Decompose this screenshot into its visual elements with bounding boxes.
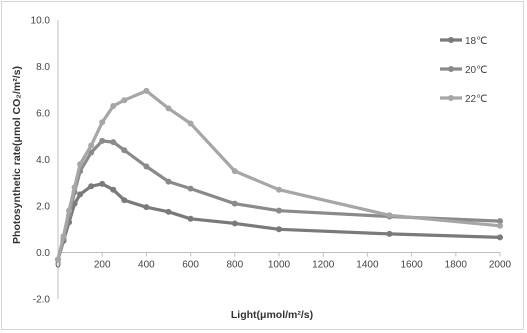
legend-label: 22℃ [465, 94, 487, 105]
x-tick-labels: 0 200 400 600 800 1000 1200 1400 1600 1800 2000 [55, 252, 512, 271]
data-point [121, 197, 128, 204]
series-1 [55, 180, 503, 263]
data-point [165, 178, 172, 185]
data-point [110, 186, 117, 193]
y-axis-title: Photosynthetic rate(μmol CO₂/m²/s) [11, 66, 23, 244]
x-tick-label: 400 [138, 260, 155, 271]
series-3 [55, 87, 503, 263]
data-point [276, 207, 282, 214]
y-tick-label: 6.0 [36, 109, 50, 120]
data-point [497, 218, 503, 225]
x-tick-label: 800 [226, 260, 243, 271]
data-point [66, 207, 73, 214]
data-point [165, 105, 172, 112]
data-point [497, 234, 503, 241]
y-tick-label: 8.0 [36, 62, 50, 73]
data-point [88, 183, 95, 190]
y-tick-label: 0.0 [36, 248, 50, 259]
data-point [143, 204, 150, 211]
x-tick-label: 1600 [400, 260, 423, 271]
data-point [55, 256, 61, 263]
x-tick-label: 1800 [445, 260, 468, 271]
legend-label: 20℃ [465, 65, 487, 76]
axes [57, 20, 500, 299]
x-tick-label: 600 [182, 260, 199, 271]
data-point [99, 137, 106, 144]
x-tick-label: 1000 [268, 260, 291, 271]
y-tick-label: 2.0 [36, 202, 50, 213]
data-point [110, 103, 117, 110]
data-point [276, 186, 282, 193]
legend-item: 18℃ [440, 36, 487, 47]
y-tick-label: 4.0 [36, 155, 50, 166]
x-tick-label: 200 [94, 260, 111, 271]
data-point [121, 97, 128, 104]
data-point [231, 168, 238, 175]
legend-swatch-marker [448, 66, 454, 72]
x-tick-label: 1400 [356, 260, 379, 271]
data-point [143, 87, 150, 94]
data-point [121, 147, 128, 154]
data-point [110, 139, 117, 146]
data-point [386, 230, 393, 237]
y-tick-labels: -2.0 0.0 2.0 4.0 6.0 8.0 10.0 [31, 16, 51, 306]
data-point [231, 220, 238, 227]
data-point [77, 161, 84, 168]
data-point [165, 208, 172, 215]
legend-swatch-marker [448, 95, 454, 101]
data-point [143, 163, 150, 170]
x-axis-title: Light(μmol/m²/s) [231, 309, 313, 321]
legend-swatch-marker [448, 37, 454, 43]
x-tick-label: 0 [55, 260, 61, 271]
series-line [56, 182, 502, 262]
data-point [88, 142, 95, 149]
data-point [187, 215, 194, 222]
data-point [386, 212, 393, 219]
data-point [497, 222, 503, 229]
x-tick-label: 2000 [489, 260, 512, 271]
y-tick-label: 10.0 [31, 16, 51, 27]
data-point [60, 233, 67, 240]
legend-item: 20℃ [440, 65, 487, 76]
data-point [71, 184, 78, 191]
data-point [187, 185, 194, 192]
data-point [99, 119, 106, 126]
legend-label: 18℃ [465, 36, 487, 47]
y-tick-label: -2.0 [33, 295, 51, 306]
data-point [231, 200, 238, 207]
legend: 18℃ 20℃ 22℃ [440, 36, 487, 105]
data-point [187, 120, 194, 127]
x-tick-label: 1200 [312, 260, 335, 271]
data-point [276, 226, 282, 233]
legend-item: 22℃ [440, 94, 487, 105]
data-point [99, 180, 106, 187]
series [55, 87, 503, 263]
series-line [56, 89, 502, 262]
data-point [77, 191, 84, 198]
